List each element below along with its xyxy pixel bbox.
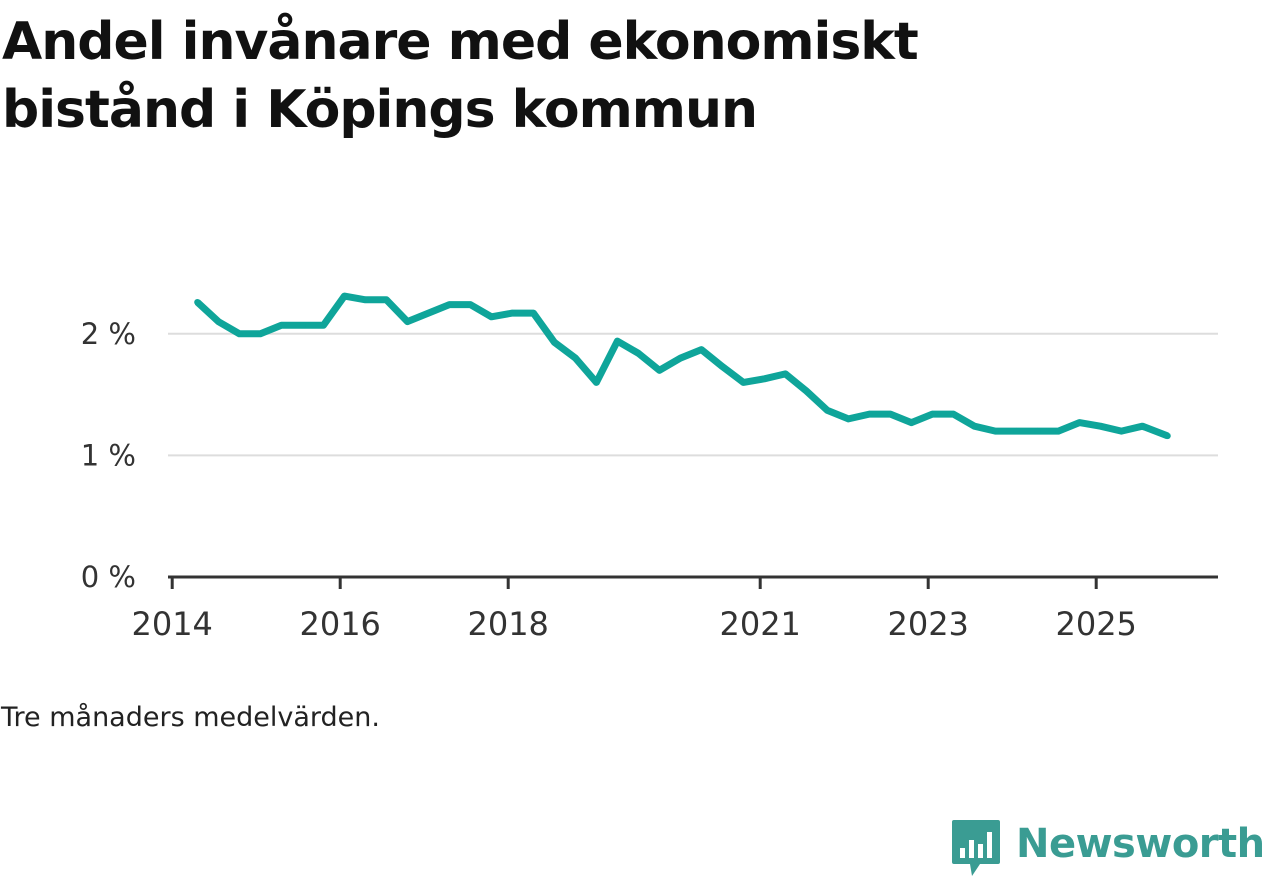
data-point — [866, 410, 873, 418]
data-point — [1076, 419, 1083, 426]
data-point — [383, 296, 390, 303]
data-point — [656, 367, 663, 374]
x-tick-label: 2016 — [299, 605, 380, 643]
data-point — [614, 337, 621, 345]
data-point — [404, 318, 411, 325]
x-tick-label: 2025 — [1055, 605, 1136, 643]
data-point — [908, 419, 915, 426]
data-point — [1034, 427, 1041, 435]
data-point — [299, 322, 306, 329]
data-point — [194, 299, 201, 306]
data-point — [803, 387, 810, 395]
data-point — [572, 354, 579, 362]
data-point — [782, 370, 789, 378]
data-point — [950, 410, 957, 418]
data-point — [1055, 427, 1062, 435]
data-point — [1097, 423, 1104, 430]
bar-chart-icon — [952, 820, 1000, 876]
x-tick-label: 2021 — [719, 605, 800, 643]
data-point — [845, 415, 852, 423]
data-point — [320, 322, 327, 329]
data-point — [971, 423, 978, 430]
data-point — [236, 330, 243, 337]
data-point — [1013, 427, 1020, 435]
x-axis — [168, 575, 1218, 589]
data-point — [446, 301, 453, 308]
data-point — [887, 410, 894, 418]
data-point — [698, 346, 705, 353]
y-tick-label: 1 % — [81, 438, 136, 472]
data-point — [677, 354, 684, 362]
y-tick-label: 0 % — [81, 560, 136, 594]
data-point — [467, 301, 474, 308]
x-tick-label: 2018 — [467, 605, 548, 643]
series-line — [195, 292, 1169, 440]
data-point — [824, 407, 831, 414]
data-point — [488, 313, 495, 320]
chart-title: Andel invånare med ekonomiskt bistånd i … — [2, 12, 919, 140]
data-point — [362, 296, 369, 303]
brand-name: Newsworthy — [1016, 821, 1262, 867]
newsworthy-logo[interactable]: Newsworthy — [950, 818, 1262, 882]
data-point — [761, 375, 768, 382]
data-point — [1164, 432, 1171, 440]
chart-caption: Tre månaders medelvärden. — [1, 702, 380, 733]
data-point — [929, 410, 936, 418]
data-point — [992, 427, 999, 435]
data-point — [1118, 427, 1125, 435]
data-point — [341, 292, 348, 300]
data-point — [257, 330, 264, 337]
data-point — [635, 350, 642, 357]
data-point — [593, 379, 600, 386]
data-point — [740, 379, 747, 386]
y-axis-labels: 0 % 1 % 2 % — [81, 317, 136, 594]
x-axis-labels: 2014 2016 2018 2021 2023 2025 — [131, 605, 1136, 643]
y-tick-label: 2 % — [81, 317, 136, 351]
data-point — [551, 339, 558, 346]
x-tick-label: 2014 — [131, 605, 212, 643]
data-point — [509, 309, 516, 317]
data-point — [215, 318, 222, 325]
data-point — [278, 322, 285, 329]
gridlines — [168, 332, 1218, 457]
data-point — [1139, 423, 1146, 430]
data-point — [425, 309, 432, 317]
data-point — [719, 363, 726, 370]
series-group — [194, 292, 1171, 440]
data-point — [530, 309, 537, 317]
x-tick-label: 2023 — [887, 605, 968, 643]
